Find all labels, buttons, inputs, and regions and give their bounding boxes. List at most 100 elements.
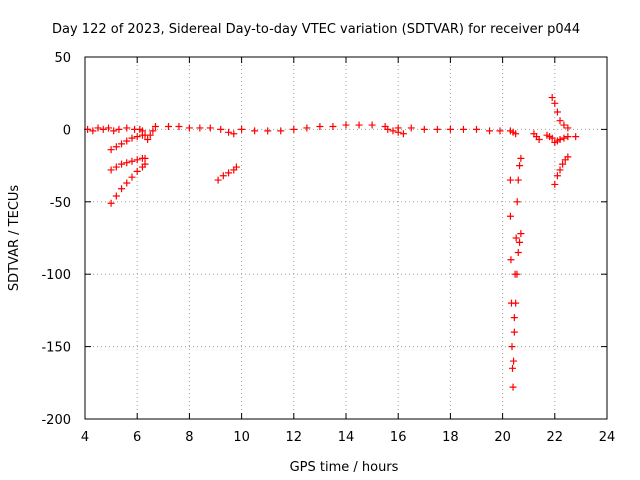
x-tick-label: 14: [338, 430, 355, 445]
data-point: [123, 137, 131, 145]
data-point: [514, 176, 522, 184]
data-point: [384, 125, 392, 133]
data-point: [225, 128, 233, 136]
data-point: [355, 121, 363, 129]
data-point: [94, 124, 102, 132]
data-point: [509, 383, 517, 391]
y-tick-label: -100: [41, 268, 71, 283]
series-arc-6: [165, 123, 238, 138]
data-point: [165, 123, 173, 131]
y-tick-label: -150: [41, 341, 71, 356]
data-point: [486, 127, 494, 135]
data-point: [175, 123, 183, 131]
axis-ticks: [84, 56, 608, 420]
data-point: [128, 157, 136, 165]
y-tick-labels: 50 0 -50 -100 -150 -200: [41, 51, 71, 428]
data-point: [513, 198, 521, 206]
data-point: [141, 160, 149, 168]
data-point: [185, 124, 193, 132]
x-tick-label: 4: [81, 430, 89, 445]
data-point: [99, 125, 107, 133]
data-point: [459, 125, 467, 133]
data-point: [512, 130, 520, 138]
data-point: [151, 123, 159, 131]
data-point: [559, 160, 567, 168]
data-point: [112, 143, 120, 151]
data-point: [560, 121, 568, 129]
series-arc-9: [384, 125, 407, 138]
x-axis-label: GPS time / hours: [290, 460, 399, 475]
data-point: [118, 160, 126, 168]
data-point: [394, 128, 402, 136]
data-point: [264, 127, 272, 135]
y-tick-label: 0: [63, 123, 71, 138]
x-tick-label: 24: [599, 430, 616, 445]
series-arc-4: [107, 160, 149, 207]
data-point: [399, 130, 407, 138]
data-point: [196, 124, 204, 132]
data-point: [238, 125, 246, 133]
series-arc-3: [107, 154, 149, 174]
data-point: [123, 124, 131, 132]
data-point: [516, 238, 524, 246]
x-tick-labels: 4 6 8 10 12 14 16 18 20 22 24: [81, 430, 615, 445]
series-arc-14: [548, 94, 572, 132]
data-point: [277, 127, 285, 135]
data-point: [118, 140, 126, 148]
series-arc-15: [551, 133, 580, 146]
data-point: [407, 124, 415, 132]
data-point: [112, 192, 120, 200]
data-point: [225, 169, 233, 177]
data-point: [551, 180, 559, 188]
x-tick-label: 18: [442, 430, 459, 445]
data-point: [146, 131, 154, 139]
data-point: [217, 125, 225, 133]
data-point: [516, 162, 524, 170]
data-point: [553, 172, 561, 180]
data-point: [433, 125, 441, 133]
data-point: [389, 127, 397, 135]
data-point: [128, 173, 136, 181]
x-tick-label: 20: [494, 430, 511, 445]
x-tick-label: 8: [185, 430, 193, 445]
data-point: [510, 314, 518, 322]
data-point: [548, 134, 556, 142]
data-point: [564, 133, 572, 141]
data-point: [572, 133, 580, 141]
plot-frame: [84, 56, 608, 420]
x-tick-label: 16: [390, 430, 407, 445]
data-point: [517, 230, 525, 238]
series-arc-12: [506, 127, 520, 138]
data-point: [232, 163, 240, 171]
y-tick-label: -50: [50, 196, 71, 211]
y-tick-label: 50: [54, 51, 71, 66]
data-point: [556, 117, 564, 125]
data-point: [219, 172, 227, 180]
data-point: [548, 94, 556, 102]
y-axis-label: SDTVAR / TECUs: [7, 185, 22, 292]
data-point: [420, 125, 428, 133]
series-arc-16: [551, 153, 572, 188]
data-point: [512, 299, 520, 307]
data-point: [510, 357, 518, 365]
data-point: [107, 199, 115, 207]
data-point: [115, 125, 123, 133]
grid-lines: [85, 57, 607, 419]
data-point: [214, 176, 222, 184]
data-point: [514, 248, 522, 256]
data-point: [513, 270, 521, 278]
data-point: [290, 125, 298, 133]
data-point: [506, 212, 514, 220]
data-point: [206, 124, 214, 132]
data-point: [535, 136, 543, 144]
data-point: [473, 125, 480, 133]
data-point: [508, 343, 516, 351]
series-arc-5: [144, 123, 159, 144]
data-point: [507, 256, 515, 264]
series-arc-11: [510, 230, 525, 336]
data-point: [112, 163, 120, 171]
data-point: [144, 136, 152, 144]
data-point: [133, 133, 141, 141]
data-point: [107, 166, 115, 174]
